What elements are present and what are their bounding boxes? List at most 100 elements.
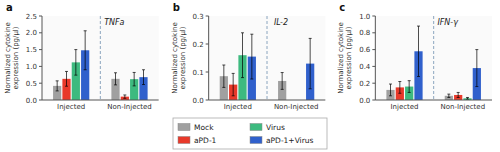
error-bar-cap xyxy=(65,71,68,72)
panel: 0.00.10.20.3Normalized cytokineexpressio… xyxy=(171,2,326,111)
error-bar-cap xyxy=(281,89,284,90)
error-bar-stem xyxy=(409,81,410,93)
error-bar xyxy=(241,33,244,78)
error-bar xyxy=(281,73,284,90)
error-bar-cap xyxy=(222,87,225,88)
error-bar-cap xyxy=(123,94,126,95)
error-bar-cap xyxy=(475,86,478,87)
x-tick-label: Injected xyxy=(57,103,85,111)
group-separator xyxy=(267,16,268,100)
error-bar-cap xyxy=(398,93,401,94)
error-bar xyxy=(447,94,450,97)
error-bar-stem xyxy=(467,97,468,99)
error-bar xyxy=(309,38,312,88)
error-bar-cap xyxy=(84,30,87,31)
y-tick-label: 1.0 xyxy=(359,13,370,21)
error-bar-cap xyxy=(417,26,420,27)
error-bar-stem xyxy=(233,73,234,95)
legend-swatch xyxy=(178,137,190,144)
error-bar xyxy=(398,82,401,94)
error-bar-stem xyxy=(57,81,58,91)
error-bar xyxy=(475,50,478,87)
error-bar-stem xyxy=(310,38,311,88)
y-axis-line xyxy=(42,16,43,100)
error-bar-cap xyxy=(123,98,126,99)
error-bar xyxy=(133,72,136,85)
error-bar-stem xyxy=(418,26,419,76)
y-tick-label: 0.6 xyxy=(359,46,371,54)
error-bar-stem xyxy=(458,92,459,97)
legend-label: aPD-1+Virus xyxy=(266,136,314,145)
error-bar-cap xyxy=(114,84,117,85)
marks: Mock, InjectedaPD-1, InjectedVirus, Inje… xyxy=(386,16,481,100)
legend: MockaPD-1VirusaPD-1+Virus xyxy=(173,118,327,149)
y-axis-label-line: Normalized cytokine xyxy=(337,22,345,94)
error-bar xyxy=(389,84,392,96)
panel-label: b xyxy=(173,2,180,13)
error-bar-cap xyxy=(222,65,225,66)
error-bar-cap xyxy=(389,95,392,96)
plot-area xyxy=(42,16,159,100)
y-axis-label-line: expression (pg/μl) xyxy=(179,26,187,89)
panel-title: TNFa xyxy=(104,18,124,27)
error-bar-cap xyxy=(408,80,411,81)
y-tick-label: 0.2 xyxy=(359,80,370,88)
marks: Mock, InjectedaPD-1, InjectedVirus, Inje… xyxy=(53,16,148,100)
panel-label: a xyxy=(6,2,13,13)
error-bar xyxy=(408,81,411,93)
y-tick-label: 0.1 xyxy=(193,69,204,77)
error-bar xyxy=(74,50,77,76)
error-bar-cap xyxy=(133,72,136,73)
error-bar xyxy=(114,73,117,85)
plot-area xyxy=(375,16,492,100)
error-bar-stem xyxy=(223,65,224,87)
y-axis-line xyxy=(375,16,376,100)
error-bar-stem xyxy=(85,31,86,70)
error-bar-cap xyxy=(447,94,450,95)
error-bar xyxy=(65,71,68,86)
marks: Mock, InjectedaPD-1, InjectedVirus, Inje… xyxy=(220,16,315,100)
error-bar-stem xyxy=(399,82,400,94)
y-tick-label: 0.8 xyxy=(359,29,370,37)
y-axis-label: Normalized cytokineexpression (pg/μl) xyxy=(171,22,187,94)
y-axis-label-line: Normalized cytokine xyxy=(4,22,12,94)
y-tick-label: 0.0 xyxy=(359,97,370,105)
error-bar-stem xyxy=(66,71,67,86)
error-bar-cap xyxy=(250,79,253,80)
error-bar-cap xyxy=(475,49,478,50)
error-bar xyxy=(457,92,460,97)
error-bar-cap xyxy=(408,92,411,93)
error-bar-cap xyxy=(281,72,284,73)
legend-swatch xyxy=(250,124,262,131)
y-tick-label: 0.2 xyxy=(193,41,204,49)
x-tick-label: Injected xyxy=(390,103,418,111)
error-bar xyxy=(222,65,225,87)
error-bar-cap xyxy=(56,80,59,81)
x-axis-line xyxy=(375,100,492,101)
error-bar-stem xyxy=(124,95,125,98)
legend-label: Mock xyxy=(194,123,214,132)
y-axis-label: Normalized cytokineexpression (pg/μl) xyxy=(4,22,20,94)
y-axis-label-line: expression (pg/μl) xyxy=(12,26,20,89)
y-tick-label: 1.0 xyxy=(26,63,37,71)
error-bar-stem xyxy=(242,33,243,78)
panel-title: IL-2 xyxy=(274,18,288,27)
error-bar-cap xyxy=(65,86,68,87)
error-bar-cap xyxy=(142,69,145,70)
y-tick-label: 0.0 xyxy=(193,97,204,105)
error-bar-cap xyxy=(250,34,253,35)
error-bar-cap xyxy=(232,95,235,96)
error-bar-cap xyxy=(447,97,450,98)
error-bar xyxy=(466,97,469,99)
y-tick-label: 1.5 xyxy=(26,46,37,54)
error-bar-stem xyxy=(390,84,391,96)
panel-label: c xyxy=(339,2,345,13)
y-tick-label: 2.5 xyxy=(26,13,37,21)
panel-title: IFN-γ xyxy=(437,18,459,27)
legend-swatch xyxy=(178,124,190,131)
figure: 0.00.51.01.52.02.5Normalized cytokineexp… xyxy=(0,0,500,152)
y-axis-label: Normalized cytokineexpression (pg/μl) xyxy=(337,22,353,94)
x-tick-label: Injected xyxy=(224,103,252,111)
x-tick-label: Non-Injected xyxy=(274,103,319,111)
error-bar-cap xyxy=(74,49,77,50)
